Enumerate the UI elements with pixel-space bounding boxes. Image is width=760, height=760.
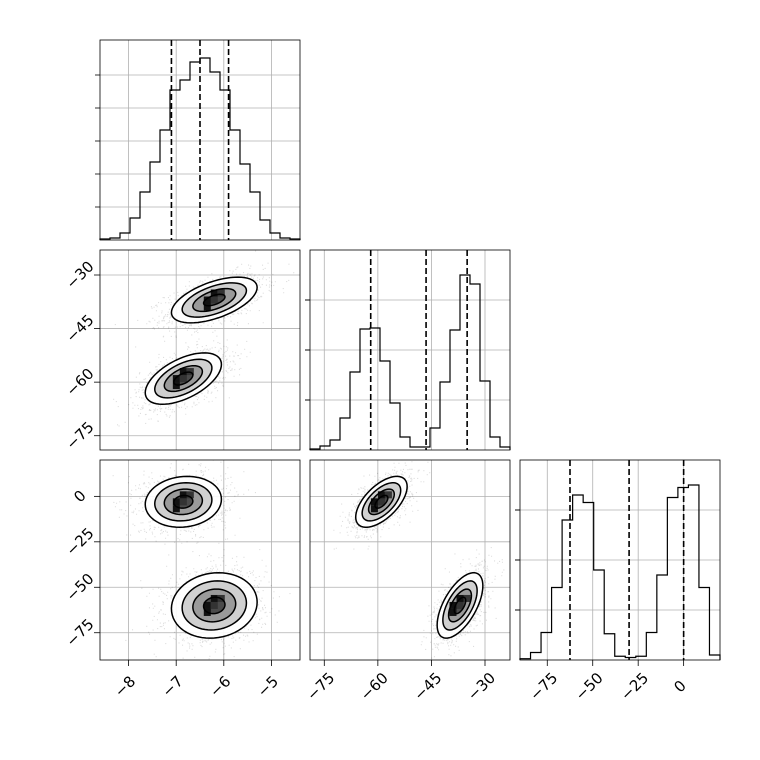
density-panel-1-2-frame	[309, 459, 511, 661]
density-panel-0-2	[100, 460, 300, 660]
ytick-label-2-2: −25	[62, 524, 97, 559]
density-block-1-2-0-3	[463, 594, 471, 602]
contour-0-1-0-2	[181, 282, 248, 318]
density-block-0-1-1-2	[179, 368, 187, 376]
density-block-0-2-0-1	[210, 601, 218, 609]
contour-1-2-1-2	[361, 481, 402, 522]
histogram-panel-0	[95, 40, 301, 240]
density-content-1-2	[333, 460, 505, 660]
xtick-label-0-0: −8	[111, 672, 139, 700]
density-block-0-2-0-0	[203, 601, 211, 609]
contour-0-2-0-0	[202, 596, 226, 615]
contour-0-2-0-3	[170, 571, 258, 639]
xtick-label-2-3: 0	[670, 677, 689, 696]
density-block-0-1-1-1	[179, 375, 187, 383]
histogram-panel-2	[515, 460, 721, 660]
density-panel-0-2-frame	[99, 459, 301, 661]
contour-1-2-0-2	[442, 580, 478, 631]
density-block-0-2-0-2	[210, 594, 218, 602]
xtick-label-2-1: −50	[572, 669, 607, 704]
xtick-label-1-2: −45	[410, 669, 445, 704]
histogram-step-2	[519, 484, 721, 660]
scatter-points-1-2	[333, 460, 505, 660]
density-block-0-1-0-4	[203, 303, 211, 311]
density-block-0-1-0-1	[210, 296, 218, 304]
density-block-1-2-0-1	[456, 601, 464, 609]
contour-1-2-1-1	[367, 488, 396, 516]
density-panel-0-1	[100, 250, 300, 450]
contour-1-2-1-3	[354, 475, 408, 529]
xtick-label-1-0: −75	[303, 669, 338, 704]
contour-0-2-1-0	[173, 494, 194, 509]
contour-0-2-1-2	[154, 481, 213, 522]
contour-1-2-0-1	[447, 588, 473, 623]
xtick-label-1-1: −60	[357, 669, 392, 704]
contour-0-1-0-3	[170, 276, 258, 324]
density-content-0-1	[113, 250, 295, 427]
density-block-1-2-1-1	[377, 498, 385, 506]
contour-1-2-0-0	[453, 596, 467, 615]
contour-0-1-1-0	[173, 371, 194, 386]
histogram-panel-0-frame	[99, 39, 301, 241]
ytick-label-2-1: −50	[62, 570, 97, 605]
contour-0-2-1-3	[144, 475, 223, 529]
density-block-0-1-0-2	[210, 289, 218, 297]
scatter-points-0-1	[113, 250, 295, 427]
contour-1-2-1-0	[374, 494, 389, 509]
contour-0-1-0-1	[192, 287, 237, 313]
ytick-label-1-1: −60	[62, 365, 97, 400]
density-block-1-2-1-0	[370, 498, 378, 506]
contour-0-2-1-1	[163, 488, 204, 516]
xtick-label-0-1: −7	[158, 672, 186, 700]
density-block-0-1-0-0	[203, 296, 211, 304]
density-block-0-2-1-0	[172, 498, 180, 506]
density-block-1-2-1-3	[384, 491, 392, 499]
density-block-0-2-1-1	[179, 498, 187, 506]
contour-0-2-0-1	[192, 588, 237, 623]
xtick-label-2-2: −25	[617, 669, 652, 704]
histogram-step-1	[309, 274, 511, 450]
ytick-label-1-3: −30	[62, 257, 97, 292]
density-content-0-2	[112, 460, 291, 660]
ytick-label-2-0: −75	[62, 615, 97, 650]
density-block-1-2-1-4	[370, 505, 378, 513]
density-block-1-2-1-2	[377, 491, 385, 499]
histogram-panel-1	[305, 250, 511, 450]
ytick-label-1-0: −75	[62, 418, 97, 453]
density-block-1-2-0-0	[449, 601, 457, 609]
contour-0-1-1-3	[144, 352, 223, 406]
contour-0-1-0-0	[202, 293, 226, 307]
xtick-label-1-3: −30	[464, 669, 499, 704]
density-block-0-2-1-4	[172, 505, 180, 513]
density-block-0-1-0-3	[217, 289, 225, 297]
contour-1-2-0-3	[436, 572, 484, 639]
contour-0-1-1-2	[154, 358, 213, 399]
density-panel-1-2	[310, 460, 510, 660]
contour-0-2-0-2	[181, 580, 248, 631]
ytick-label-2-3: 0	[70, 487, 89, 506]
contour-0-1-1-1	[163, 364, 204, 393]
xtick-label-0-3: −5	[254, 672, 282, 700]
xtick-label-0-2: −6	[206, 672, 234, 700]
density-block-0-2-1-3	[186, 491, 194, 499]
density-block-1-2-0-4	[449, 608, 457, 616]
xtick-label-2-0: −75	[526, 669, 561, 704]
density-panel-0-1-frame	[99, 249, 301, 451]
ytick-label-1-2: −45	[62, 311, 97, 346]
